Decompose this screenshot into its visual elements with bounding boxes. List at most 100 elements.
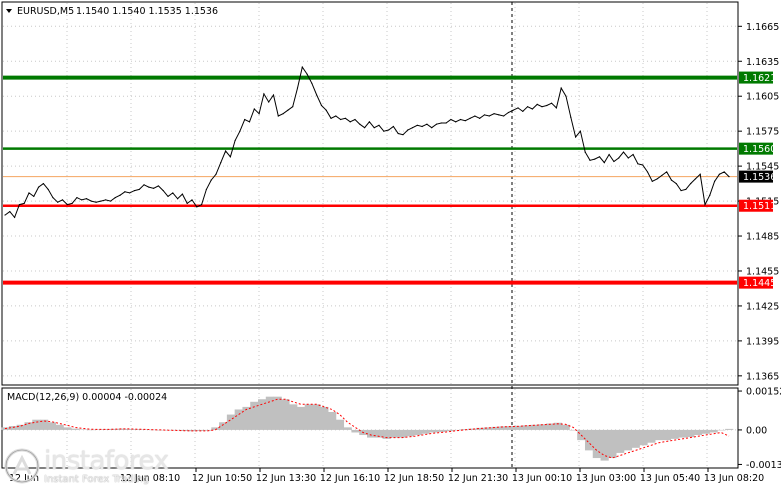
chart-ohlc: 1.1540 1.1540 1.1535 1.1536 <box>76 6 218 17</box>
chart-symbol: EURUSD,M5 <box>17 6 74 17</box>
macd-bar <box>553 422 563 430</box>
macd-grid <box>3 389 737 467</box>
macd-bar <box>24 422 33 430</box>
price-point <box>656 178 658 180</box>
y-tick-label: 1.1485 <box>746 232 779 243</box>
macd-bar <box>561 424 570 430</box>
macd-bar <box>499 426 508 430</box>
price-point <box>114 196 116 199</box>
time-x-axis: 12 Jun 10:50 12 Jun 13:30 12 Jun 16:10 12 J… <box>9 468 764 484</box>
x-tick-label: 12 Jun 18:50 <box>384 473 444 484</box>
macd-histogram <box>1 396 734 461</box>
price-point <box>52 196 54 199</box>
macd-bar <box>429 429 438 433</box>
price-point <box>637 163 639 165</box>
x-tick-label: 12 Jun 08:10 <box>120 473 180 484</box>
macd-bar <box>32 419 41 430</box>
price-point <box>383 130 385 132</box>
price-point <box>646 171 649 173</box>
price-point <box>479 117 481 119</box>
price-point <box>167 195 169 198</box>
macd-bar <box>507 426 516 430</box>
price-point <box>277 115 279 117</box>
price-point <box>90 200 92 202</box>
x-tick-label: 12 Jun 10:50 <box>192 473 252 484</box>
price-point <box>239 130 241 132</box>
level-tag-label: 1.1621 <box>743 73 776 84</box>
macd-bar <box>312 404 321 430</box>
macd-bar <box>444 429 454 432</box>
price-point <box>220 162 222 164</box>
price-point <box>105 199 107 201</box>
y-tick-label: 1.1365 <box>746 371 779 382</box>
price-point <box>536 103 538 105</box>
price-point <box>421 125 423 128</box>
price-point <box>263 93 265 95</box>
price-point <box>661 174 663 177</box>
price-point <box>416 124 418 126</box>
price-point <box>210 179 212 181</box>
macd-bar <box>405 429 415 437</box>
price-point <box>9 210 11 213</box>
price-point <box>378 124 380 126</box>
price-point <box>469 117 471 119</box>
macd-bar <box>725 428 734 430</box>
price-point <box>435 123 438 125</box>
y-tick-label: 1.1635 <box>746 57 779 68</box>
macd-bar <box>125 428 134 430</box>
price-point <box>550 102 553 104</box>
price-point <box>13 216 16 218</box>
level-tag <box>739 276 773 289</box>
macd-bar <box>86 429 95 431</box>
price-point <box>512 109 514 111</box>
macd-y-tick-label: 0.00 <box>746 425 767 436</box>
level-tag <box>739 71 773 84</box>
price-point <box>37 186 40 188</box>
y-tick-label: 1.1395 <box>746 336 779 347</box>
macd-bar <box>211 427 220 430</box>
macd-bar <box>320 406 329 430</box>
price-point <box>517 107 519 109</box>
y-tick-label: 1.1665 <box>746 22 779 33</box>
price-point <box>181 193 184 195</box>
price-point <box>95 201 97 203</box>
price-point <box>699 173 701 175</box>
price-point <box>387 129 390 131</box>
current-price-tag <box>739 170 773 183</box>
price-point <box>714 180 716 182</box>
macd-bar <box>8 426 18 430</box>
price-point <box>690 182 692 185</box>
price-point <box>718 173 721 175</box>
price-point <box>162 189 164 192</box>
price-point <box>129 192 131 194</box>
macd-bar <box>203 429 212 431</box>
macd-bar <box>483 427 492 430</box>
price-point <box>229 156 231 158</box>
y-tick-label: 1.1455 <box>746 266 779 277</box>
price-point <box>685 188 687 191</box>
macd-bar <box>437 429 446 432</box>
y-tick-label: 1.1545 <box>746 162 779 173</box>
y-tick-label: 1.1425 <box>746 301 779 312</box>
price-point <box>325 109 327 111</box>
price-levels <box>3 75 737 285</box>
price-point <box>47 188 49 191</box>
price-point <box>493 113 495 115</box>
macd-bar <box>242 406 251 430</box>
symbol-dropdown-icon[interactable] <box>6 9 12 13</box>
price-point <box>546 104 548 107</box>
price-series <box>4 65 730 219</box>
price-point <box>359 123 361 125</box>
instaforex-logo-icon <box>4 448 40 484</box>
price-point <box>330 117 332 119</box>
macd-bar <box>546 423 555 430</box>
macd-bar <box>141 429 150 430</box>
x-tick-label: 13 Jun 00:10 <box>512 473 572 484</box>
level-tag <box>739 199 773 212</box>
price-point <box>335 115 337 117</box>
y-tick-label: 1.1605 <box>746 92 779 103</box>
price-point <box>354 118 356 121</box>
price-point <box>186 202 188 205</box>
price-line <box>4 65 730 219</box>
